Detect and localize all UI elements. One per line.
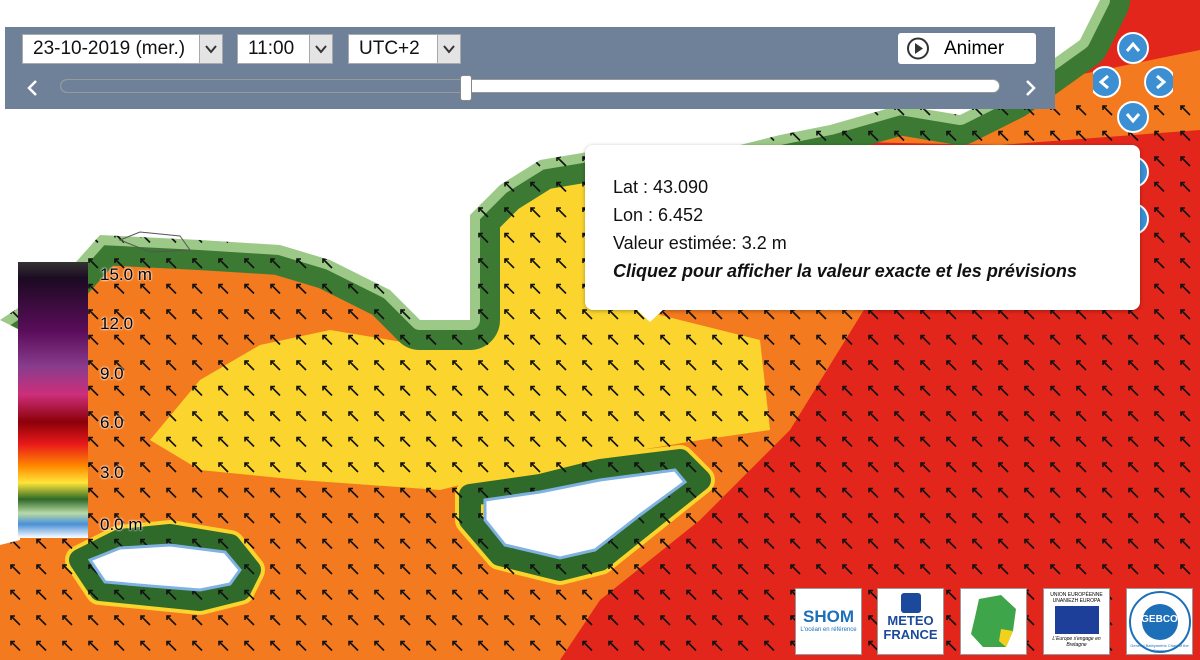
logo-text: UNANIEZH EUROPA bbox=[1052, 598, 1101, 604]
logo-meteo-france[interactable]: METEO FRANCE bbox=[877, 588, 944, 655]
logo-text: L'Europe s'engage en Bretagne bbox=[1052, 636, 1101, 648]
logo-vigilance[interactable] bbox=[960, 588, 1027, 655]
pan-down[interactable] bbox=[1117, 101, 1149, 133]
legend-label: 3.0 bbox=[100, 463, 124, 482]
logo-eu[interactable]: UNION EUROPÉENNE UNANIEZH EUROPA L'Europe … bbox=[1043, 588, 1110, 655]
island-coast bbox=[69, 449, 711, 611]
logo-gebco[interactable]: GEBCO General Bathymetric Chart of the Oc… bbox=[1126, 588, 1193, 655]
logo-shom[interactable]: SHOM L'océan en référence bbox=[795, 588, 862, 655]
time-control-bar: 23-10-2019 (mer.) 11:00 UTC+2 Animer bbox=[5, 27, 1055, 109]
animate-text: Animer bbox=[944, 38, 1005, 59]
tooltip-lon: Lon : 6.452 bbox=[613, 205, 704, 225]
time-text: 11:00 bbox=[248, 38, 295, 59]
slider-thumb[interactable] bbox=[460, 75, 472, 101]
next-step[interactable] bbox=[1020, 78, 1040, 98]
timezone-text: UTC+2 bbox=[359, 38, 420, 59]
legend-label: 9.0 bbox=[100, 364, 124, 383]
date-select[interactable]: 23-10-2019 (mer.) bbox=[22, 34, 223, 64]
tooltip-lat: Lat : 43.090 bbox=[613, 177, 709, 197]
legend-scale bbox=[18, 262, 88, 538]
pan-right[interactable] bbox=[1144, 66, 1173, 98]
animate-button[interactable]: Animer bbox=[898, 33, 1036, 64]
tooltip-value: Valeur estimée: 3.2 m bbox=[613, 233, 787, 253]
timezone-select[interactable]: UTC+2 bbox=[348, 34, 461, 64]
prev-step[interactable] bbox=[23, 78, 43, 98]
legend-label: 12.0 bbox=[100, 314, 134, 333]
time-select[interactable]: 11:00 bbox=[237, 34, 333, 64]
legend-label: 6.0 bbox=[100, 413, 124, 432]
pan-left[interactable] bbox=[1093, 66, 1121, 98]
date-text: 23-10-2019 (mer.) bbox=[33, 38, 186, 59]
logo-text: UNION EUROPÉENNE bbox=[1050, 592, 1103, 598]
legend-label: 15.0 m bbox=[100, 265, 152, 284]
tooltip-hint: Cliquez pour afficher la valeur exacte e… bbox=[613, 261, 1077, 281]
logo-text: FRANCE bbox=[883, 627, 938, 642]
logo-text: GEBCO bbox=[1141, 614, 1178, 625]
pan-up[interactable] bbox=[1117, 32, 1149, 64]
logo-text: L'océan en référence bbox=[800, 627, 857, 633]
time-slider[interactable] bbox=[60, 79, 1000, 93]
value-tooltip[interactable]: Lat : 43.090 Lon : 6.452 Valeur estimée:… bbox=[585, 145, 1140, 310]
logo-text: SHOM bbox=[803, 607, 854, 626]
logo-text: General Bathymetric Chart of the Oceans bbox=[1130, 643, 1189, 653]
logo-text: METEO bbox=[887, 613, 934, 628]
legend-label: 0.0 m bbox=[100, 515, 143, 534]
land-outline bbox=[118, 231, 191, 253]
tooltip-pointer bbox=[635, 308, 665, 322]
